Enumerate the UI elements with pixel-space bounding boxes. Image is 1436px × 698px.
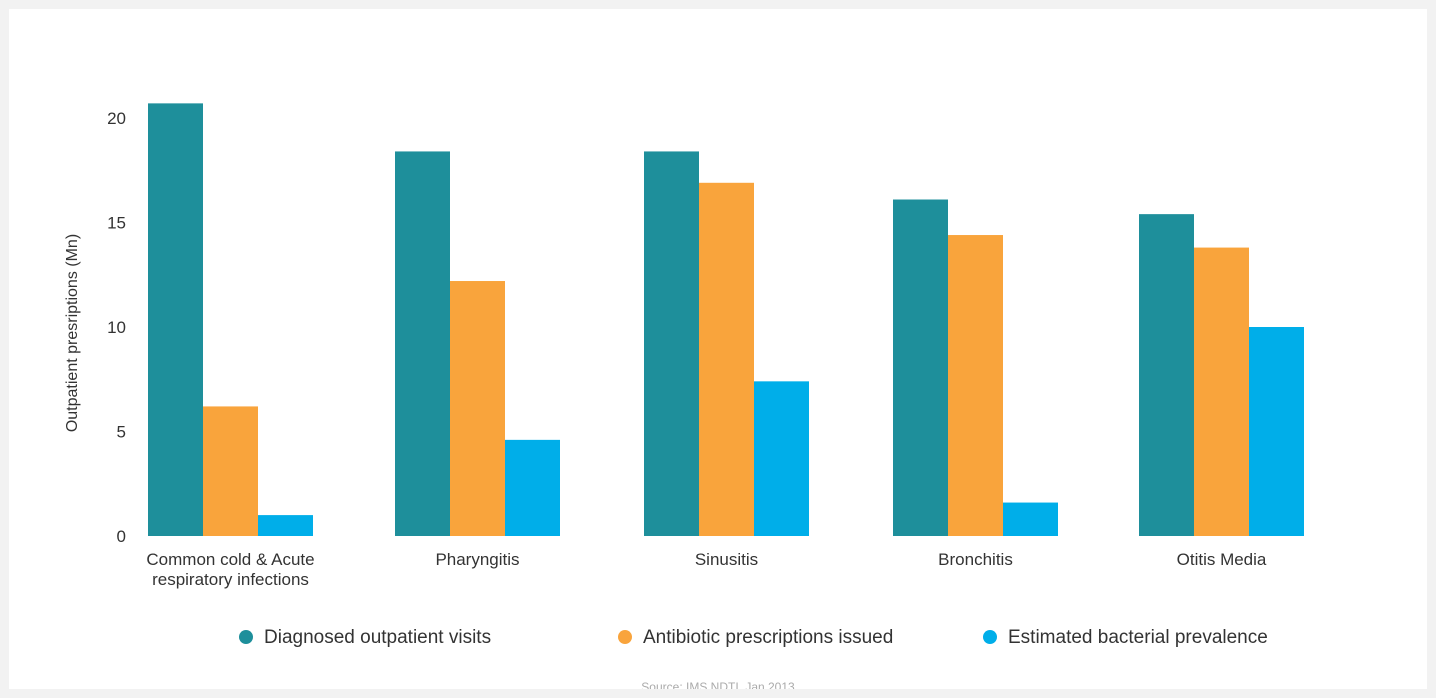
chart-card: Outpatient presriptions (Mn) 0 5 10 15 20 Co… bbox=[9, 9, 1427, 694]
bar bbox=[203, 406, 258, 536]
x-tick-label: Otitis Media bbox=[1177, 550, 1267, 569]
bar bbox=[258, 515, 313, 536]
y-tick-label: 5 bbox=[117, 423, 126, 442]
bars bbox=[148, 103, 1304, 537]
x-tick-label: respiratory infections bbox=[152, 570, 309, 589]
bar bbox=[754, 381, 809, 536]
legend-swatch bbox=[618, 630, 632, 644]
y-axis-title: Outpatient presriptions (Mn) bbox=[64, 234, 81, 432]
x-tick-label: Common cold & Acute bbox=[146, 550, 314, 569]
legend-swatch bbox=[983, 630, 997, 644]
legend-label: Antibiotic prescriptions issued bbox=[643, 627, 893, 648]
bar-chart: Outpatient presriptions (Mn) 0 5 10 15 20 Co… bbox=[64, 103, 1304, 694]
source-note: Source: IMS NDTI, Jan 2013 bbox=[641, 680, 795, 689]
bar bbox=[948, 235, 1003, 537]
bar bbox=[1139, 214, 1194, 536]
bar bbox=[1003, 502, 1058, 536]
bar bbox=[1249, 327, 1304, 536]
bar bbox=[395, 151, 450, 536]
y-tick-labels: 0 5 10 15 20 bbox=[107, 109, 126, 546]
bar bbox=[644, 151, 699, 536]
x-tick-label: Pharyngitis bbox=[435, 550, 519, 569]
bar bbox=[893, 199, 948, 536]
legend-item: Antibiotic prescriptions issued bbox=[618, 627, 893, 648]
bar bbox=[1194, 247, 1249, 536]
x-tick-label: Sinusitis bbox=[695, 550, 758, 569]
legend-swatch bbox=[239, 630, 253, 644]
legend-label: Estimated bacterial prevalence bbox=[1008, 627, 1268, 648]
bar bbox=[148, 103, 203, 537]
y-tick-label: 20 bbox=[107, 109, 126, 128]
bar bbox=[699, 182, 754, 537]
bar bbox=[450, 281, 505, 536]
y-tick-label: 0 bbox=[117, 527, 126, 546]
y-axis: Outpatient presriptions (Mn) bbox=[64, 234, 81, 432]
y-tick-label: 10 bbox=[107, 318, 126, 337]
legend-item: Estimated bacterial prevalence bbox=[983, 627, 1268, 648]
legend-item: Diagnosed outpatient visits bbox=[239, 627, 491, 648]
y-tick-label: 15 bbox=[107, 214, 126, 233]
legend-label: Diagnosed outpatient visits bbox=[264, 627, 491, 648]
x-tick-label: Bronchitis bbox=[938, 550, 1013, 569]
bar bbox=[505, 439, 560, 536]
legend: Diagnosed outpatient visits Antibiotic pr… bbox=[239, 627, 1268, 648]
